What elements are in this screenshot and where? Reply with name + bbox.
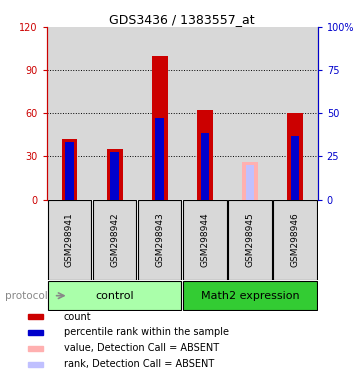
Text: GSM298943: GSM298943	[155, 213, 164, 267]
Bar	[273, 27, 318, 200]
Bar	[29, 362, 43, 367]
Bar	[110, 152, 119, 200]
Bar	[155, 118, 164, 200]
Bar	[287, 113, 303, 200]
Text: GSM298942: GSM298942	[110, 213, 119, 267]
Text: count: count	[64, 311, 91, 321]
Bar	[29, 346, 43, 351]
Bar	[245, 165, 255, 200]
FancyBboxPatch shape	[93, 200, 136, 280]
Text: control: control	[95, 291, 134, 301]
FancyBboxPatch shape	[48, 200, 91, 280]
Bar	[47, 27, 92, 200]
Bar	[291, 136, 300, 200]
Bar	[62, 139, 77, 200]
Title: GDS3436 / 1383557_at: GDS3436 / 1383557_at	[109, 13, 255, 26]
Text: percentile rank within the sample: percentile rank within the sample	[64, 328, 229, 338]
FancyBboxPatch shape	[138, 200, 182, 280]
Text: value, Detection Call = ABSENT: value, Detection Call = ABSENT	[64, 343, 219, 353]
Bar	[200, 134, 209, 200]
Bar	[137, 27, 182, 200]
Text: Math2 expression: Math2 expression	[201, 291, 299, 301]
Bar	[227, 27, 273, 200]
Bar	[182, 27, 227, 200]
Bar	[197, 111, 213, 200]
FancyBboxPatch shape	[183, 281, 317, 310]
Text: protocol: protocol	[5, 291, 48, 301]
Bar	[65, 142, 74, 200]
Text: GSM298945: GSM298945	[245, 213, 255, 267]
Text: GSM298941: GSM298941	[65, 213, 74, 267]
FancyBboxPatch shape	[48, 281, 182, 310]
Bar	[242, 162, 258, 200]
FancyBboxPatch shape	[229, 200, 272, 280]
Bar	[107, 149, 122, 200]
Bar	[152, 56, 168, 200]
Text: rank, Detection Call = ABSENT: rank, Detection Call = ABSENT	[64, 359, 214, 369]
FancyBboxPatch shape	[183, 200, 227, 280]
FancyBboxPatch shape	[274, 200, 317, 280]
Bar	[92, 27, 137, 200]
Text: GSM298946: GSM298946	[291, 213, 300, 267]
Text: GSM298944: GSM298944	[200, 213, 209, 267]
Bar	[29, 314, 43, 319]
Bar	[29, 330, 43, 335]
